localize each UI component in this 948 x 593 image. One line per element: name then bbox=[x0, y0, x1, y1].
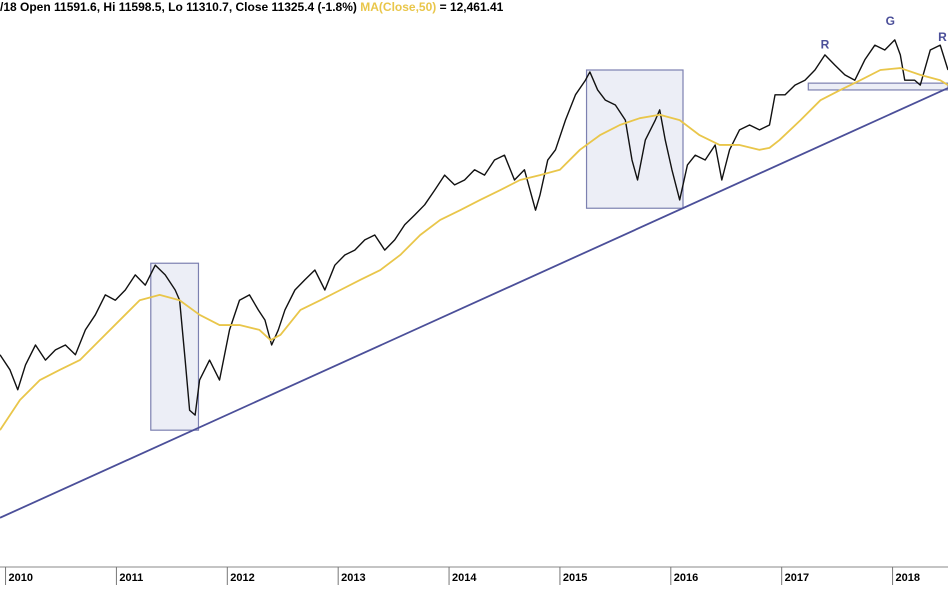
annotation: R bbox=[821, 37, 830, 51]
highlight-box bbox=[150, 262, 200, 431]
x-tick-label: 2014 bbox=[452, 572, 477, 584]
highlight-box bbox=[585, 69, 684, 209]
highlight-box bbox=[807, 82, 948, 91]
x-tick-label: 2017 bbox=[785, 572, 809, 584]
x-tick-label: 2010 bbox=[9, 572, 33, 584]
plot-area bbox=[0, 39, 948, 519]
x-tick-label: 2016 bbox=[674, 572, 698, 584]
annotation: R bbox=[938, 30, 947, 44]
x-tick-label: 2012 bbox=[230, 572, 254, 584]
series-line bbox=[0, 39, 948, 416]
x-tick-label: 2011 bbox=[119, 572, 143, 584]
annotation: G bbox=[886, 14, 895, 28]
header-ma-label: MA(Close,50) bbox=[360, 0, 436, 14]
x-tick-label: 2013 bbox=[341, 572, 365, 584]
x-tick-label: 2018 bbox=[896, 572, 920, 584]
series-line bbox=[0, 87, 948, 519]
series-line bbox=[0, 67, 948, 431]
header-ma-value: = 12,461.41 bbox=[440, 0, 504, 14]
x-tick-label: 2015 bbox=[563, 572, 587, 584]
header-quote: /18 Open 11591.6, Hi 11598.5, Lo 11310.7… bbox=[0, 0, 357, 14]
chart-header: /18 Open 11591.6, Hi 11598.5, Lo 11310.7… bbox=[0, 0, 504, 14]
